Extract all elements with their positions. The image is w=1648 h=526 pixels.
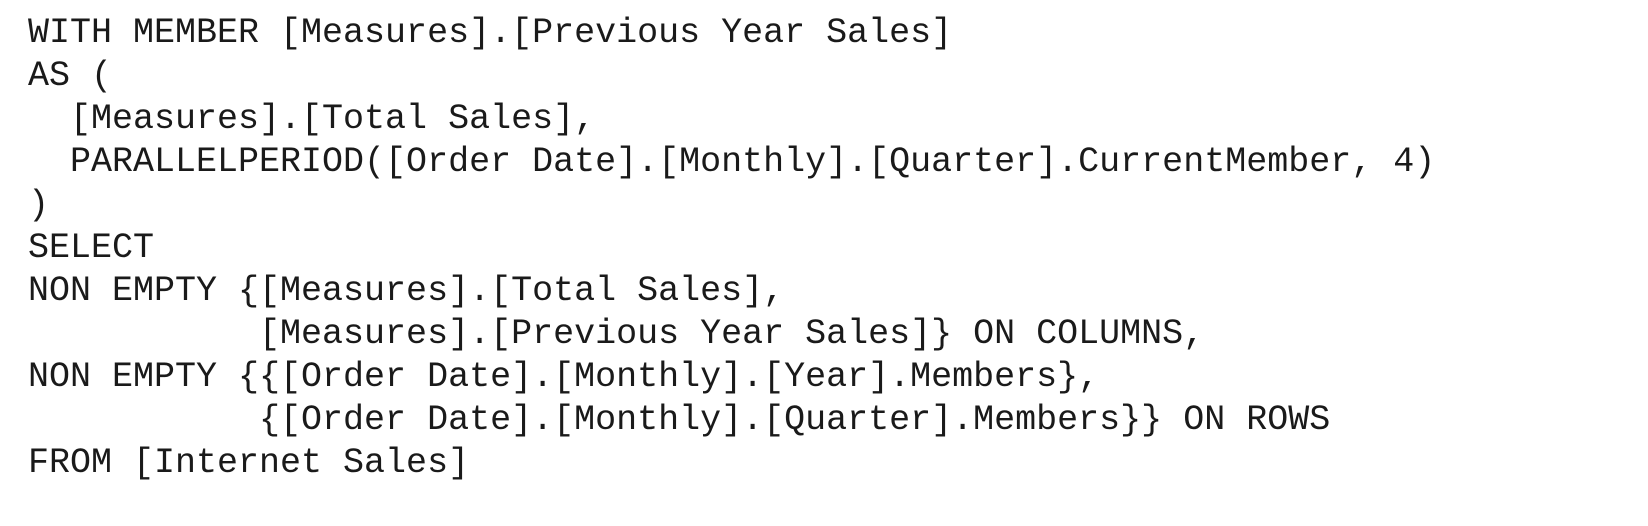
code-line: [Measures].[Previous Year Sales]} ON COL…: [28, 314, 1205, 354]
code-line: SELECT: [28, 228, 155, 268]
code-line: ): [28, 185, 50, 225]
code-line: [Measures].[Total Sales],: [28, 99, 596, 139]
code-line: NON EMPTY {[Measures].[Total Sales],: [28, 271, 785, 311]
code-line: WITH MEMBER [Measures].[Previous Year Sa…: [28, 13, 953, 53]
code-line: FROM [Internet Sales]: [28, 443, 470, 483]
code-block: WITH MEMBER [Measures].[Previous Year Sa…: [28, 13, 1436, 483]
code-line: NON EMPTY {{[Order Date].[Monthly].[Year…: [28, 357, 1100, 397]
code-line: PARALLELPERIOD([Order Date].[Monthly].[Q…: [28, 142, 1436, 182]
code-line: {[Order Date].[Monthly].[Quarter].Member…: [28, 400, 1331, 440]
code-line: AS (: [28, 56, 113, 96]
